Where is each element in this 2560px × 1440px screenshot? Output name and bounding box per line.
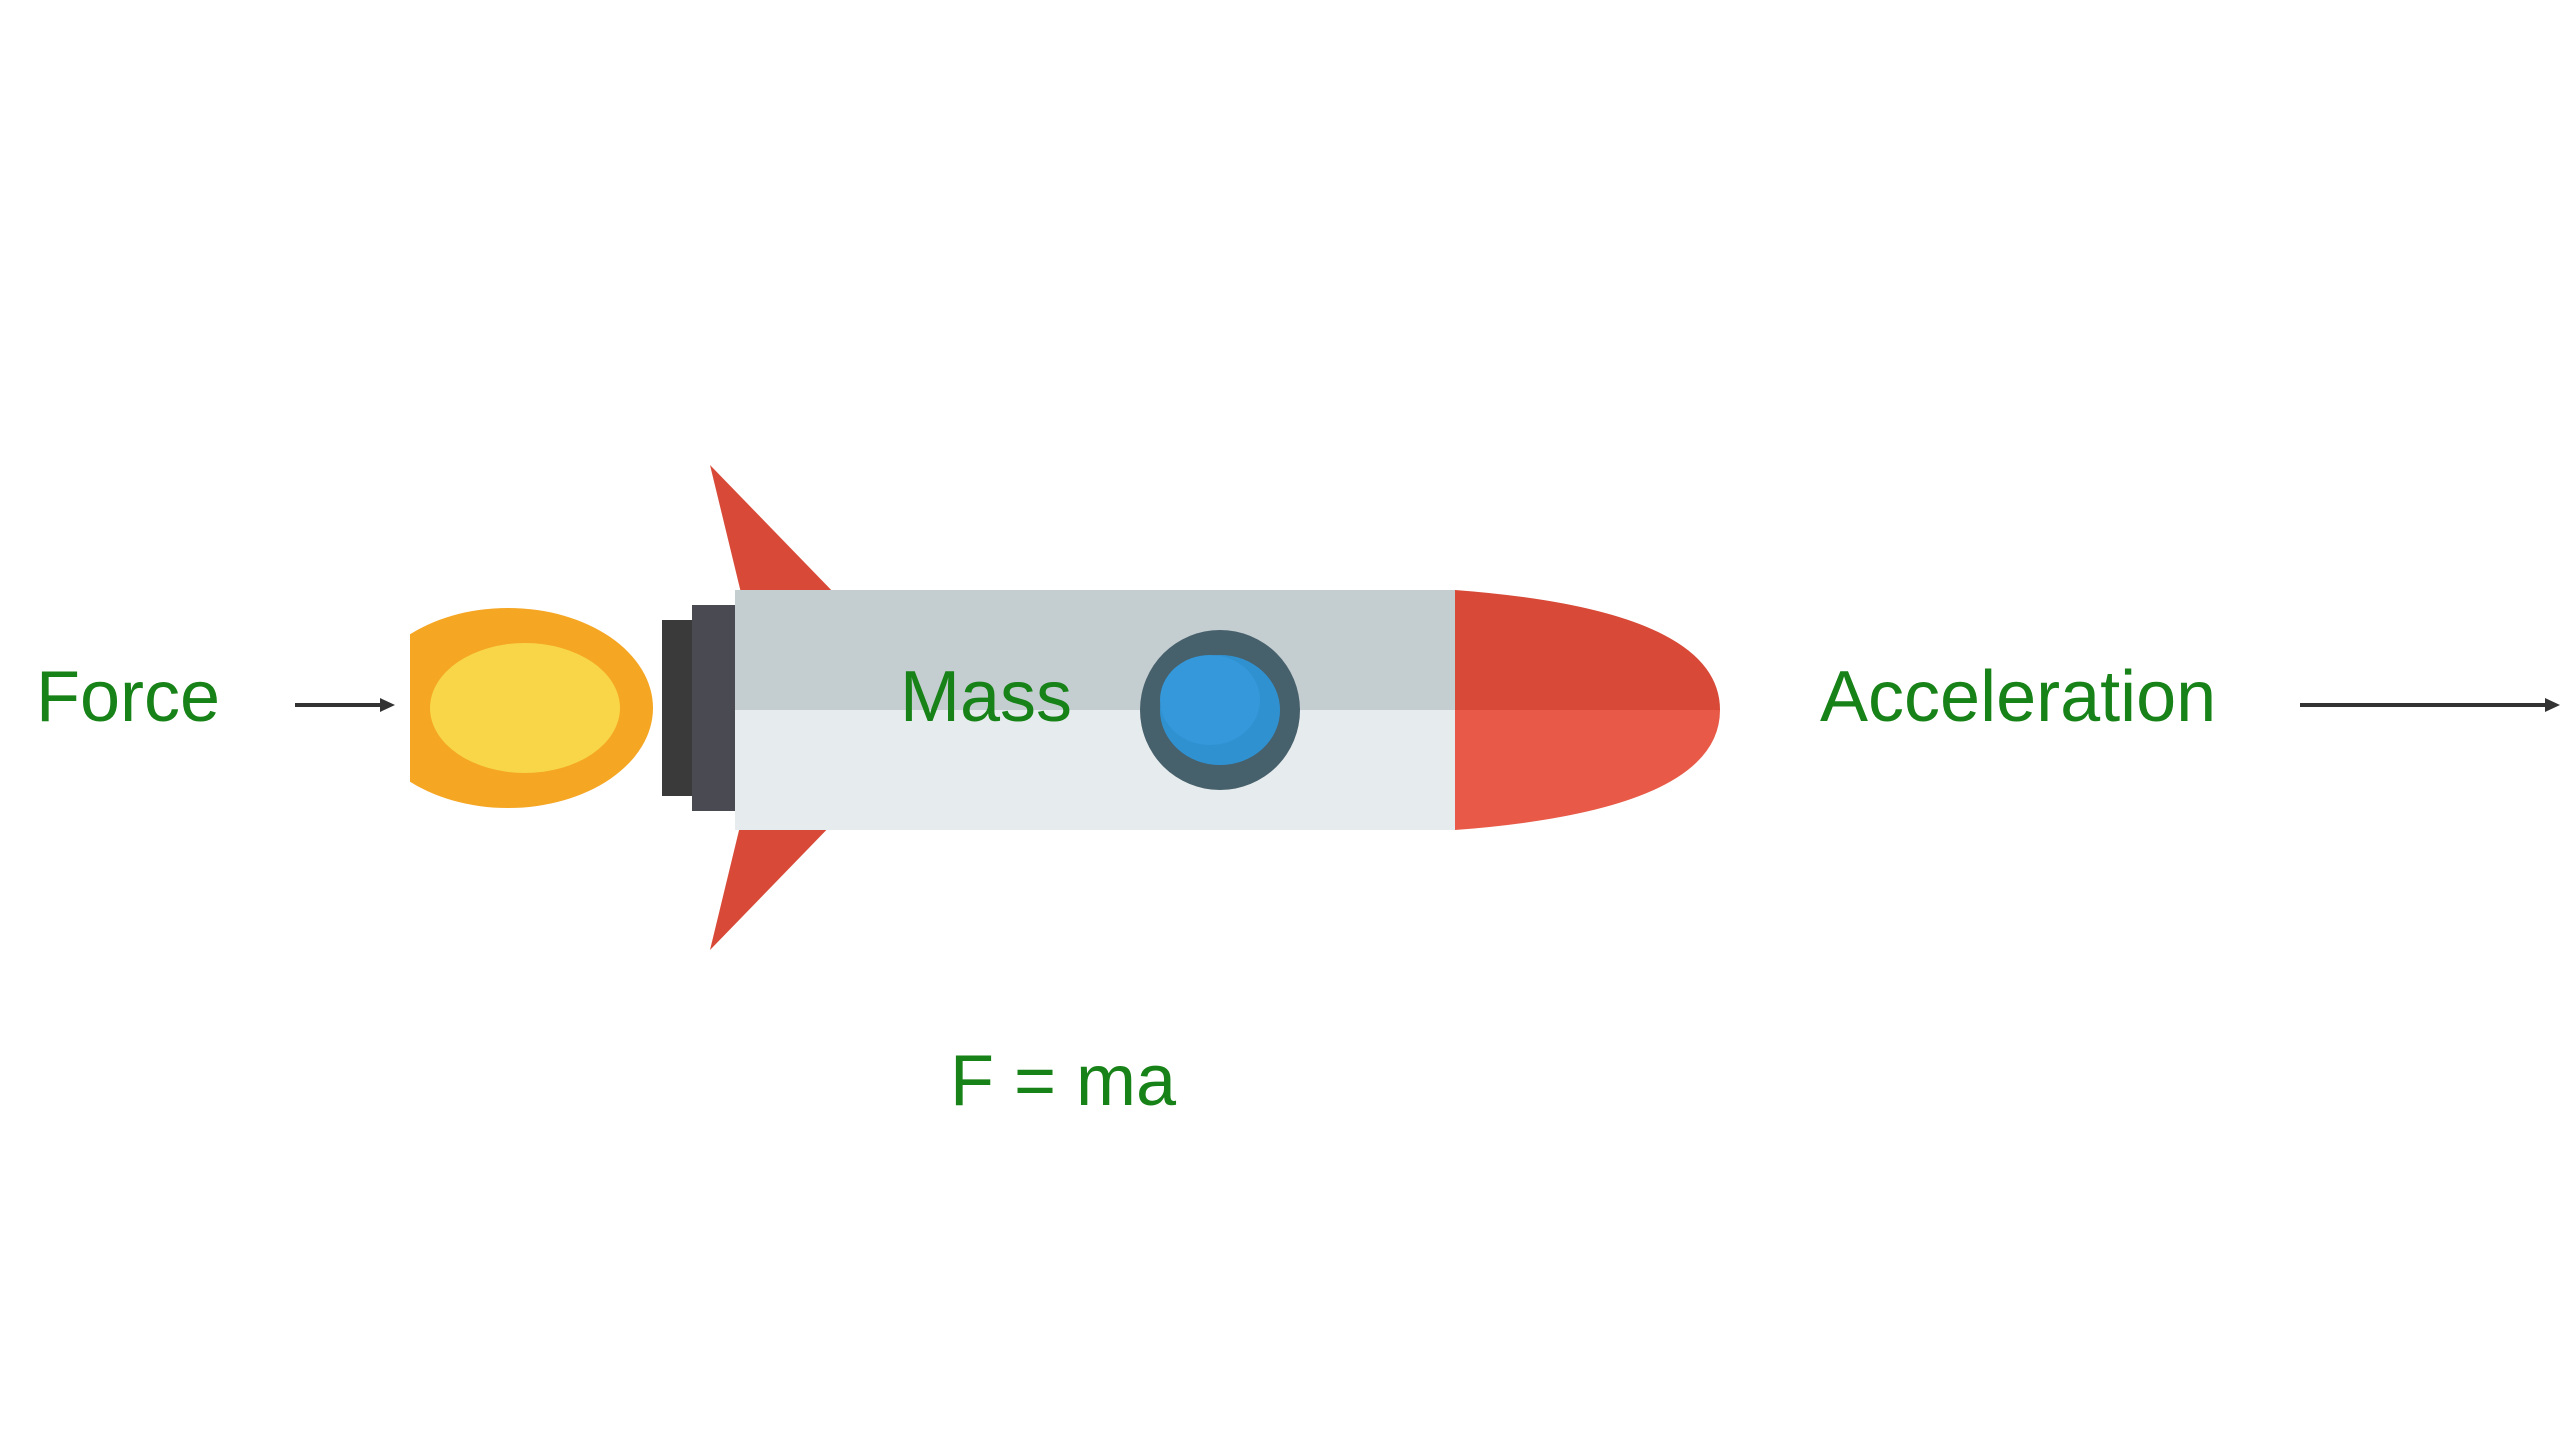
force-arrow-icon	[295, 695, 395, 715]
diagram-container: Force	[0, 0, 2560, 1440]
acceleration-arrow-icon	[2300, 695, 2560, 715]
formula-label: F = ma	[950, 1040, 1176, 1122]
acceleration-label: Acceleration	[1820, 656, 2216, 738]
rocket-icon	[410, 440, 1740, 970]
mass-label: Mass	[900, 656, 1072, 738]
force-label: Force	[36, 656, 220, 738]
